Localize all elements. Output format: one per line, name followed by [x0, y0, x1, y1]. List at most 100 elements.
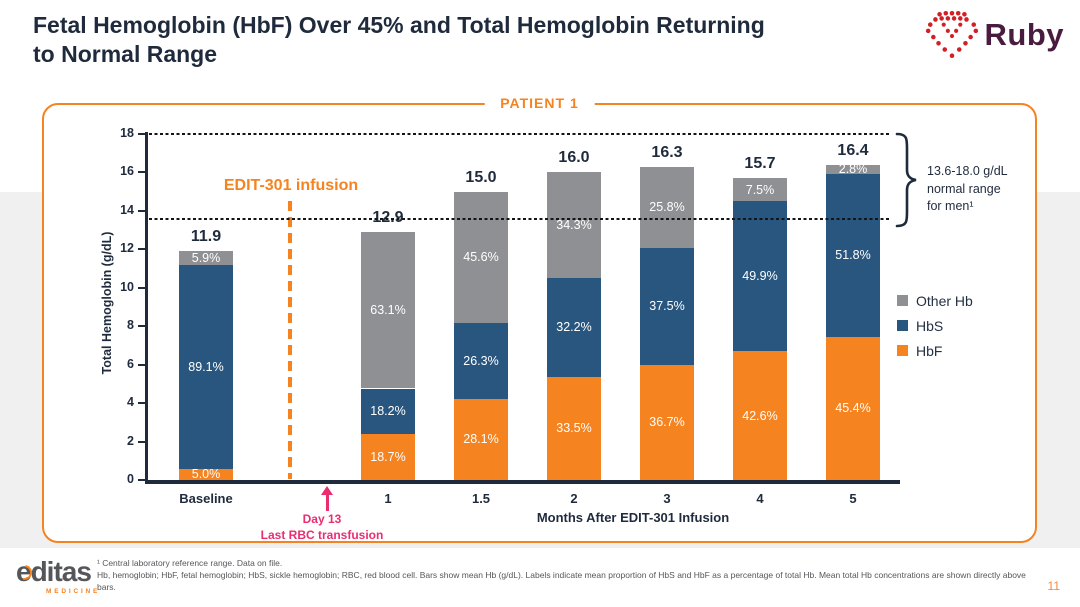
- bar-segment-label: 26.3%: [463, 354, 499, 369]
- y-tick-label: 8: [127, 318, 134, 333]
- page-number: 11: [1047, 579, 1060, 593]
- footnote: ¹ Central laboratory reference range. Da…: [97, 558, 1032, 594]
- bar-segment-hbs: 32.2%: [547, 277, 601, 377]
- x-tick-label: 2: [570, 491, 578, 506]
- bar-segment-label: 63.1%: [370, 303, 406, 318]
- legend-item: HbS: [897, 313, 973, 338]
- legend-label: Other Hb: [916, 292, 973, 309]
- day13-line2: Last RBC transfusion: [260, 527, 384, 542]
- bar-segment-hbf: 33.5%: [547, 376, 601, 480]
- y-axis-line: [145, 132, 148, 483]
- bar-segment-other-hb: 7.5%: [733, 178, 787, 201]
- bar-segment-hbf: 42.6%: [733, 351, 787, 480]
- day13-arrow-icon: [321, 486, 333, 495]
- bar-total-label: 11.9: [190, 228, 222, 246]
- bar-segment-other-hb: 34.3%: [547, 172, 601, 278]
- y-tick-mark: [138, 286, 145, 289]
- range-brace-icon: [895, 132, 917, 228]
- legend-swatch-icon: [897, 345, 908, 356]
- ruby-logo: Ruby: [923, 8, 1065, 62]
- y-tick-label: 16: [120, 164, 134, 179]
- y-tick-mark: [138, 171, 145, 174]
- editas-logo: editas MEDICINE: [14, 558, 101, 595]
- x-tick-label: 4: [756, 491, 764, 506]
- bar-total-label: 16.4: [837, 141, 869, 159]
- bar-segment-other-hb: 25.8%: [640, 166, 694, 248]
- bar-segment-hbf: 36.7%: [640, 365, 694, 480]
- bar-segment-hbs: 18.2%: [361, 388, 415, 434]
- bar-segment-other-hb: 5.9%: [179, 251, 233, 265]
- bar-segment-label: 42.6%: [742, 408, 778, 423]
- ruby-gem-icon: [925, 10, 978, 58]
- day13-arrow-line: [326, 494, 329, 511]
- bar-segment-label: 49.9%: [742, 269, 778, 284]
- bar-segment-label: 2.8%: [838, 162, 868, 177]
- infusion-annotation: EDIT-301 infusion: [223, 177, 359, 194]
- y-tick-mark: [138, 209, 145, 212]
- bar-total-label: 15.0: [465, 168, 497, 186]
- bar-segment-hbs: 26.3%: [454, 323, 508, 399]
- bar-segment-label: 34.3%: [556, 218, 592, 233]
- x-axis-title: Months After EDIT-301 Infusion: [536, 510, 730, 525]
- bar-segment-label: 7.5%: [745, 182, 775, 197]
- legend-item: HbF: [897, 338, 973, 363]
- page-title: Fetal Hemoglobin (HbF) Over 45% and Tota…: [33, 12, 765, 68]
- y-tick-mark: [138, 402, 145, 405]
- y-tick-label: 10: [120, 279, 134, 294]
- y-tick-label: 6: [127, 356, 134, 371]
- bar-segment-hbf: 18.7%: [361, 433, 415, 480]
- normal-range-annotation: 13.6-18.0 g/dL normal range for men¹: [927, 163, 1008, 216]
- legend: Other Hb HbS HbF: [897, 288, 973, 363]
- y-tick-label: 12: [120, 241, 134, 256]
- y-tick-mark: [138, 363, 145, 366]
- y-tick-label: 18: [120, 126, 134, 140]
- bar-segment-hbf: 5.0%: [179, 467, 233, 482]
- y-tick-mark: [138, 440, 145, 443]
- bar-segment-hbf: 45.4%: [826, 336, 880, 480]
- day13-line1: Day 13: [302, 512, 342, 526]
- bar-segment-other-hb: 45.6%: [454, 191, 508, 324]
- x-tick-label: 5: [849, 491, 857, 506]
- patient-panel-label: PATIENT 1: [484, 95, 595, 111]
- y-tick-mark: [138, 133, 145, 135]
- bar-segment-label: 45.6%: [463, 250, 499, 265]
- range-line1: 13.6-18.0 g/dL: [927, 164, 1008, 178]
- bar-total-label: 16.3: [651, 143, 683, 161]
- footnote-line2: Hb, hemoglobin; HbF, fetal hemoglobin; H…: [97, 569, 1026, 592]
- legend-swatch-icon: [897, 295, 908, 306]
- x-tick-label: Baseline: [179, 491, 233, 506]
- bar-segment-label: 25.8%: [649, 200, 685, 215]
- day13-annotation: Day 13 Last RBC transfusion: [261, 512, 384, 543]
- legend-label: HbS: [916, 317, 944, 334]
- x-tick-label: 3: [663, 491, 671, 506]
- reference-line-18: [149, 133, 890, 135]
- bar-segment-hbs: 89.1%: [179, 264, 233, 469]
- bar-segment-other-hb: 63.1%: [361, 232, 415, 389]
- editas-logo-subtext: MEDICINE: [46, 588, 101, 595]
- bar-total-label: 12.9: [372, 209, 404, 227]
- reference-line-13.6: [149, 217, 890, 220]
- y-tick-mark: [138, 248, 145, 251]
- bar-segment-other-hb: 2.8%: [826, 162, 880, 177]
- bar-segment-label: 18.2%: [370, 404, 406, 419]
- y-tick-mark: [138, 325, 145, 328]
- legend-item: Other Hb: [897, 288, 973, 313]
- bar-segment-hbs: 49.9%: [733, 200, 787, 352]
- infusion-dashed-line: [288, 201, 292, 479]
- bar-segment-label: 18.7%: [370, 449, 406, 464]
- range-line3: for men¹: [927, 199, 974, 213]
- y-tick-label: 0: [127, 472, 134, 486]
- bar-total-label: 15.7: [744, 155, 776, 173]
- y-tick-mark: [138, 479, 145, 481]
- x-axis-line: [145, 480, 900, 484]
- bar-segment-label: 5.0%: [191, 467, 221, 482]
- bar-segment-label: 28.1%: [463, 432, 499, 447]
- bar-segment-label: 51.8%: [835, 248, 871, 263]
- bar-segment-label: 45.4%: [835, 401, 871, 416]
- bar-segment-label: 5.9%: [191, 251, 221, 265]
- bar-segment-label: 33.5%: [556, 421, 592, 436]
- bar-segment-label: 36.7%: [649, 415, 685, 430]
- x-tick-label: 1.5: [471, 491, 491, 506]
- bar-segment-hbs: 51.8%: [826, 173, 880, 337]
- y-tick-label: 2: [127, 433, 134, 448]
